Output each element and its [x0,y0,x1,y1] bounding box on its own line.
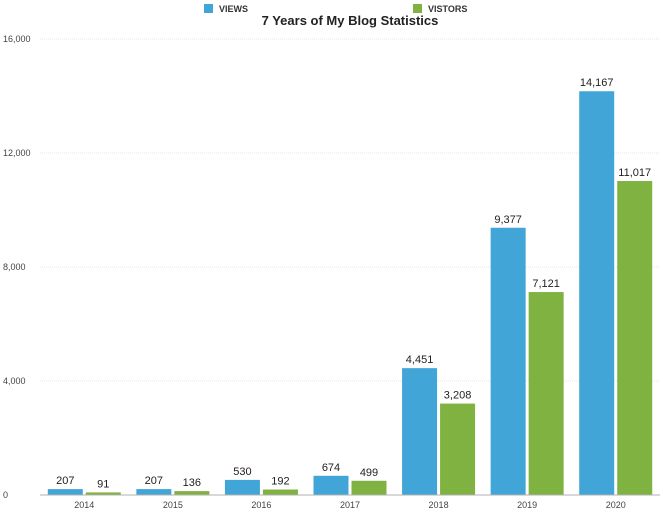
x-tick-label: 2014 [74,500,94,510]
data-label: 136 [183,477,201,489]
bars [47,91,653,495]
data-label: 14,167 [580,77,614,89]
data-label: 674 [322,462,340,474]
legend-label-views: VIEWS [219,4,248,14]
data-label: 4,451 [406,354,434,366]
bar-vistors-2016 [262,489,298,495]
bar-views-2018 [402,368,438,495]
bar-vistors-2018 [440,403,476,495]
data-label: 192 [271,476,289,488]
bar-vistors-2019 [528,292,564,495]
x-tick-label: 2019 [517,500,537,510]
y-tick-label: 12,000 [3,148,31,158]
data-label: 9,377 [494,214,522,226]
bar-vistors-2020 [617,181,653,495]
legend-swatch-views [204,4,213,13]
bar-vistors-2017 [351,480,387,495]
bar-vistors-2015 [174,491,210,495]
data-label: 530 [233,466,251,478]
legend-swatch-visitors [413,4,422,13]
data-label: 7,121 [532,278,560,290]
x-axis-ticks: 2014 2015 2016 2017 2018 2019 2020 [74,500,625,510]
data-label: 499 [360,467,378,479]
chart-title: 7 Years of My Blog Statistics [262,13,439,28]
x-tick-label: 2016 [251,500,271,510]
data-label: 11,017 [618,167,651,179]
legend: VIEWS VISTORS [204,4,467,14]
gridlines [40,38,660,382]
bar-views-2017 [313,475,349,495]
y-tick-label: 16,000 [3,34,31,44]
data-labels: 207 91 207 136 530 192 674 499 4,451 3,208 9,377 7,… [56,77,651,490]
x-tick-label: 2017 [340,500,360,510]
bar-views-2014 [47,489,83,495]
bar-vistors-2014 [85,492,121,495]
y-tick-label: 4,000 [3,376,26,386]
bar-views-2016 [224,479,260,495]
y-tick-label: 8,000 [3,262,26,272]
x-tick-label: 2018 [429,500,449,510]
data-label: 207 [145,475,163,487]
data-label: 3,208 [444,390,472,402]
y-tick-label: 0 [3,490,8,500]
bar-views-2020 [579,91,615,495]
legend-label-visitors: VISTORS [428,4,467,14]
x-tick-label: 2015 [163,500,183,510]
bar-views-2015 [136,489,172,495]
data-label: 91 [97,478,109,490]
y-axis-ticks: 0 4,000 8,000 12,000 16,000 [3,34,31,500]
data-label: 207 [56,475,74,487]
bar-views-2019 [490,227,526,495]
x-tick-label: 2020 [606,500,626,510]
